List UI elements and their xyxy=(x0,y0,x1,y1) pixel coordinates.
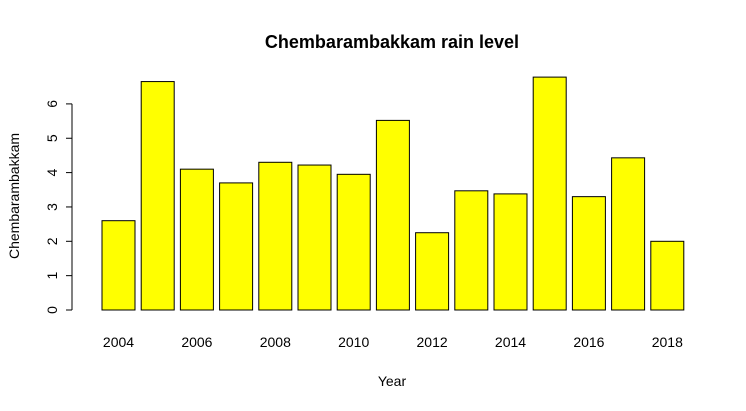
x-tick-label: 2004 xyxy=(103,334,134,350)
y-tick-label: 1 xyxy=(44,272,60,280)
x-axis-label: Year xyxy=(378,373,407,389)
x-tick-label: 2016 xyxy=(573,334,604,350)
bar-2004 xyxy=(101,220,136,311)
bar-2018 xyxy=(650,240,685,311)
bar-2009 xyxy=(297,164,332,311)
bar-2010 xyxy=(336,173,371,311)
x-tick-label: 2012 xyxy=(417,334,448,350)
bar-2008 xyxy=(258,161,293,311)
x-tick-label: 2006 xyxy=(181,334,212,350)
bar-2012 xyxy=(415,232,450,311)
bar-2011 xyxy=(375,119,410,311)
bar-2013 xyxy=(454,190,489,311)
bar-2006 xyxy=(179,168,214,311)
bar-2016 xyxy=(571,196,606,311)
x-tick-label: 2014 xyxy=(495,334,526,350)
y-tick-label: 5 xyxy=(44,134,60,142)
bar-2014 xyxy=(493,193,528,311)
x-tick-label: 2010 xyxy=(338,334,369,350)
y-tick-label: 3 xyxy=(44,203,60,211)
y-tick-label: 6 xyxy=(44,100,60,108)
y-tick-label: 2 xyxy=(44,237,60,245)
y-axis-label: Chembarambakkam xyxy=(6,133,22,259)
x-tick-label: 2008 xyxy=(260,334,291,350)
y-tick-label: 4 xyxy=(44,168,60,176)
bar-2017 xyxy=(611,157,646,311)
y-axis: 0 1 2 3 4 5 6 xyxy=(44,100,73,314)
y-tick-label: 0 xyxy=(44,306,60,314)
bar-2005 xyxy=(140,81,175,311)
x-tick-label: 2018 xyxy=(652,334,683,350)
chart-title: Chembarambakkam rain level xyxy=(265,32,519,52)
x-axis-tick-labels: 2004 2006 2008 2010 2012 2014 2016 2018 xyxy=(103,334,683,350)
bar-2015 xyxy=(532,76,567,311)
bars-group xyxy=(101,76,685,311)
bar-2007 xyxy=(219,182,254,311)
